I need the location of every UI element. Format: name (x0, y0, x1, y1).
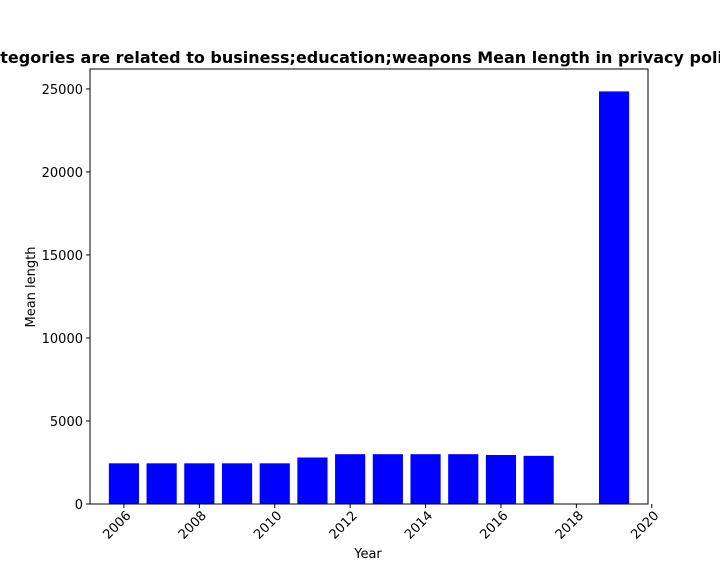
x-tick-label-2018: 2018 (553, 509, 587, 543)
x-tick-label-2008: 2008 (176, 509, 210, 543)
bar-2019 (598, 91, 630, 504)
y-axis-label: Mean length (24, 247, 39, 328)
x-tick-label-2010: 2010 (251, 509, 285, 543)
x-tick-label-2014: 2014 (402, 509, 436, 543)
y-tick-label-5000: 5000 (50, 415, 83, 430)
bar-2014 (410, 454, 441, 504)
x-tick-label-2012: 2012 (327, 509, 361, 543)
bar-2008 (184, 463, 215, 504)
bar-2015 (448, 454, 479, 504)
plot-frame (89, 68, 649, 505)
bar-2012 (335, 454, 366, 504)
chart-title: Categories are related to business;educa… (0, 48, 720, 67)
bar-2006 (108, 463, 140, 504)
y-axis-ticks: 0 5000 10000 15000 20000 25000 (42, 83, 90, 513)
bar-2007 (146, 463, 177, 504)
y-tick-label-15000: 15000 (42, 249, 83, 264)
y-tick-label-10000: 10000 (42, 332, 83, 347)
y-tick-label-20000: 20000 (42, 166, 83, 181)
bar-2010 (259, 463, 290, 504)
x-axis-label: Year (353, 547, 382, 562)
x-axis-ticks: 2006 2008 2010 2012 2014 2016 2018 2020 (100, 504, 662, 543)
bar-2009 (221, 463, 253, 504)
bar-2011 (297, 457, 328, 504)
x-tick-label-2020: 2020 (628, 509, 662, 543)
x-tick-label-2006: 2006 (100, 509, 134, 543)
bars-layer (108, 91, 630, 504)
y-tick-label-25000: 25000 (42, 83, 83, 98)
bar-2013 (372, 454, 403, 504)
x-tick-label-2016: 2016 (477, 509, 511, 543)
bar-2016 (485, 455, 517, 504)
bar-2017 (523, 455, 554, 504)
y-tick-label-0: 0 (75, 498, 83, 513)
